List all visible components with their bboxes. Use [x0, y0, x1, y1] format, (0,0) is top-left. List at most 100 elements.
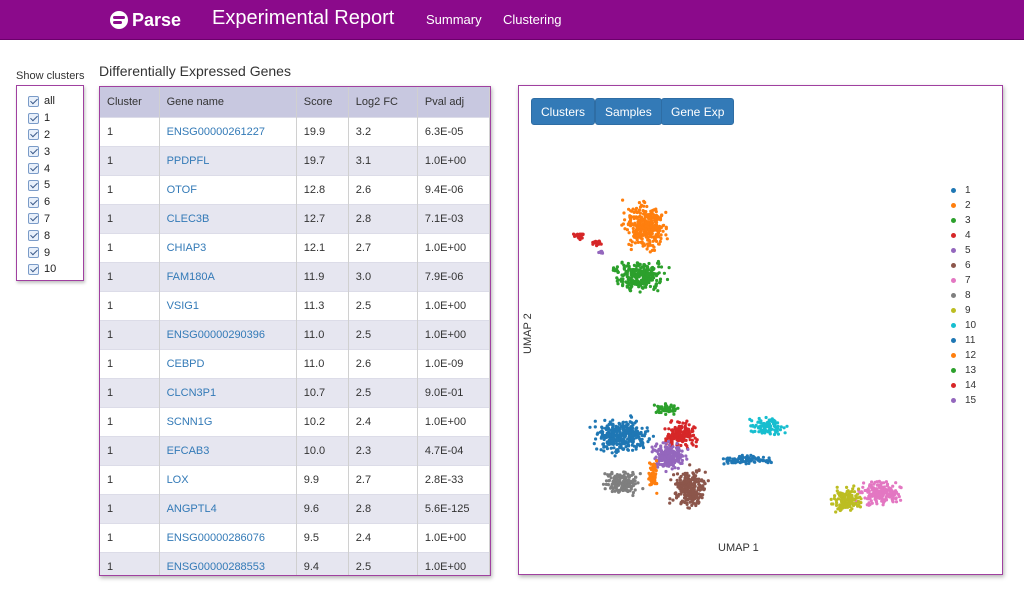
legend-item[interactable]: 8 [951, 288, 976, 303]
brand-logo[interactable]: Parse [110, 8, 181, 32]
cluster-checkbox-row[interactable]: 2 [28, 127, 83, 144]
gene-link[interactable]: ENSG00000288553 [159, 551, 297, 575]
clusters-button[interactable]: Clusters [531, 98, 596, 125]
legend-item[interactable]: 14 [951, 378, 976, 393]
table-row[interactable]: 1 SCNN1G 10.2 2.4 1.0E+00 [100, 406, 490, 436]
cluster-checkbox[interactable] [28, 247, 39, 259]
legend-item[interactable]: 13 [951, 363, 976, 378]
legend-item[interactable]: 6 [951, 258, 976, 273]
gene-link[interactable]: CEBPD [159, 348, 297, 378]
samples-button[interactable]: Samples [595, 98, 662, 125]
gene-link[interactable]: ENSG00000290396 [159, 319, 297, 349]
cluster-checkbox[interactable] [28, 213, 39, 225]
gene-link[interactable]: SCNN1G [159, 406, 297, 436]
cluster-checkbox[interactable] [28, 263, 39, 275]
column-header[interactable]: Gene name [159, 87, 297, 117]
scatter-point [689, 487, 693, 491]
table-row[interactable]: 1 CLCN3P1 10.7 2.5 9.0E-01 [100, 377, 490, 407]
gene-link[interactable]: EFCAB3 [159, 435, 297, 465]
legend-item[interactable]: 15 [951, 393, 976, 408]
cluster-checkbox[interactable] [28, 146, 39, 158]
table-row[interactable]: 1 CHIAP3 12.1 2.7 1.0E+00 [100, 232, 490, 262]
cluster-checkbox[interactable] [28, 230, 39, 242]
legend-item[interactable]: 4 [951, 228, 976, 243]
cluster-checkbox-row[interactable]: 6 [28, 194, 83, 211]
scatter-point [644, 279, 648, 283]
cluster-checkbox[interactable] [28, 112, 39, 124]
scatter-point [684, 485, 688, 489]
legend-item[interactable]: 5 [951, 243, 976, 258]
scatter-point [866, 490, 870, 494]
column-header[interactable]: Pval adj [417, 87, 490, 117]
legend-item[interactable]: 1 [951, 183, 976, 198]
column-header[interactable]: Cluster [100, 87, 160, 117]
table-row[interactable]: 1 ENSG00000261227 19.9 3.2 6.3E-05 [100, 116, 490, 146]
legend-item[interactable]: 9 [951, 303, 976, 318]
cluster-checkbox[interactable] [28, 95, 39, 107]
column-header[interactable]: Score [296, 87, 349, 117]
cluster-checkbox[interactable] [28, 179, 39, 191]
scatter-point [681, 481, 685, 485]
scatter-point [669, 420, 673, 424]
gene-link[interactable]: CHIAP3 [159, 232, 297, 262]
gene-link[interactable]: VSIG1 [159, 290, 297, 320]
table-row[interactable]: 1 ANGPTL4 9.6 2.8 5.6E-125 [100, 493, 490, 523]
scatter-point [762, 422, 766, 426]
legend-dot-icon [951, 188, 956, 193]
table-row[interactable]: 1 ENSG00000286076 9.5 2.4 1.0E+00 [100, 522, 490, 552]
gene-exp-button[interactable]: Gene Exp [661, 98, 735, 125]
gene-link[interactable]: CLCN3P1 [159, 377, 297, 407]
table-row[interactable]: 1 CEBPD 11.0 2.6 1.0E-09 [100, 348, 490, 378]
scatter-point [614, 484, 618, 488]
scatter-point [638, 215, 642, 219]
scatter-point [691, 429, 695, 433]
scatter-point [629, 414, 633, 418]
table-row[interactable]: 1 ENSG00000290396 11.0 2.5 1.0E+00 [100, 319, 490, 349]
nav-link-summary[interactable]: Summary [426, 12, 482, 27]
cluster-checkbox[interactable] [28, 196, 39, 208]
cluster-checkbox-row[interactable]: 9 [28, 244, 83, 261]
gene-link[interactable]: LOX [159, 464, 297, 494]
cluster-checkbox-row[interactable]: 1 [28, 110, 83, 127]
column-header[interactable]: Log2 FC [348, 87, 418, 117]
scatter-point [681, 421, 685, 425]
cluster-checkbox-row[interactable]: 4 [28, 160, 83, 177]
table-row[interactable]: 1 FAM180A 11.9 3.0 7.9E-06 [100, 261, 490, 291]
cluster-checkbox-row[interactable]: 7 [28, 211, 83, 228]
scatter-point [884, 487, 888, 492]
table-row[interactable]: 1 EFCAB3 10.0 2.3 4.7E-04 [100, 435, 490, 465]
gene-link[interactable]: ENSG00000261227 [159, 116, 297, 146]
scatter-point [606, 483, 610, 487]
legend-item[interactable]: 11 [951, 333, 976, 348]
gene-link[interactable]: CLEC3B [159, 203, 297, 233]
legend-item[interactable]: 12 [951, 348, 976, 363]
deg-table-container[interactable]: Cluster Gene name Score Log2 FC Pval adj 1 EN… [99, 86, 491, 576]
cluster-checkbox-row[interactable]: 10 [28, 261, 83, 278]
gene-link[interactable]: PPDPFL [159, 145, 297, 175]
gene-link[interactable]: ANGPTL4 [159, 493, 297, 523]
gene-link[interactable]: OTOF [159, 174, 297, 204]
table-row[interactable]: 1 VSIG1 11.3 2.5 1.0E+00 [100, 290, 490, 320]
table-row[interactable]: 1 ENSG00000288553 9.4 2.5 1.0E+00 [100, 551, 490, 575]
legend-item[interactable]: 7 [951, 273, 976, 288]
cluster-checkbox[interactable] [28, 129, 39, 141]
legend-item[interactable]: 2 [951, 198, 976, 213]
cluster-checkbox-row[interactable]: 3 [28, 143, 83, 160]
cluster-checkbox-label: 6 [44, 196, 51, 209]
legend-item[interactable]: 10 [951, 318, 976, 333]
cluster-checkbox[interactable] [28, 163, 39, 175]
scatter-point [658, 218, 663, 222]
table-row[interactable]: 1 OTOF 12.8 2.6 9.4E-06 [100, 174, 490, 204]
cluster-checkbox-row[interactable]: 8 [28, 227, 83, 244]
cluster-checkbox-row[interactable]: 5 [28, 177, 83, 194]
cluster-checkbox-row[interactable]: all [28, 93, 83, 110]
gene-link[interactable]: ENSG00000286076 [159, 522, 297, 552]
table-row[interactable]: 1 PPDPFL 19.7 3.1 1.0E+00 [100, 145, 490, 175]
gene-link[interactable]: FAM180A [159, 261, 297, 291]
scatter-point [603, 487, 607, 491]
legend-item[interactable]: 3 [951, 213, 976, 228]
umap-scatter-plot[interactable] [519, 86, 1004, 576]
nav-link-clustering[interactable]: Clustering [503, 12, 562, 27]
table-row[interactable]: 1 CLEC3B 12.7 2.8 7.1E-03 [100, 203, 490, 233]
table-row[interactable]: 1 LOX 9.9 2.7 2.8E-33 [100, 464, 490, 494]
